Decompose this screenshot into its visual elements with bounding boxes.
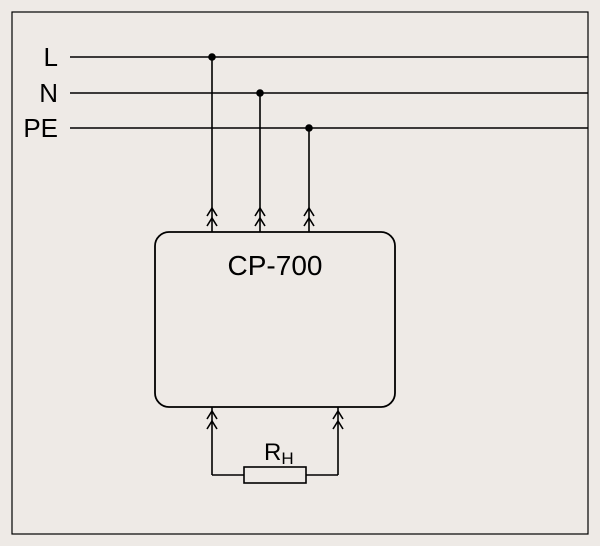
rail-label-L: L	[44, 42, 58, 72]
rail-label-N: N	[39, 78, 58, 108]
rail-label-PE: PE	[23, 113, 58, 143]
device-label: CP-700	[228, 250, 323, 281]
